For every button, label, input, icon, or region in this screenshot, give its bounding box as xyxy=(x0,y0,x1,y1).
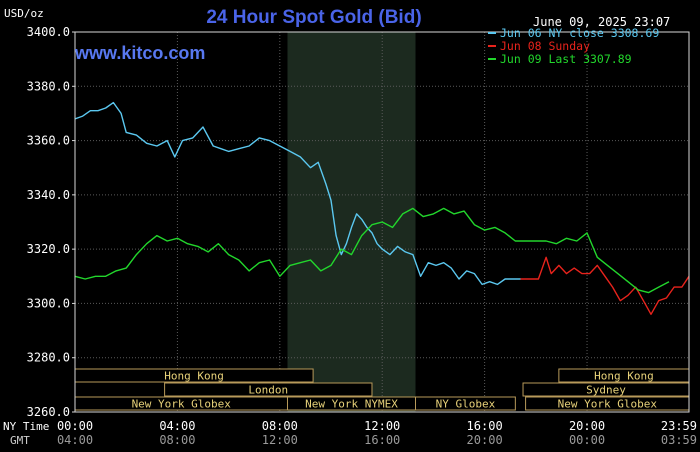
market-label: New York Globex xyxy=(132,398,232,411)
y-tick-label: 3320.0 xyxy=(27,242,70,256)
x-tick-label-gmt: 00:00 xyxy=(569,433,605,447)
y-tick-label: 3360.0 xyxy=(27,134,70,148)
y-axis-ticks: 3400.0 3380.0 3360.0 3340.0 3320.0 3300.0 3280… xyxy=(27,25,75,419)
unit-label: USD/oz xyxy=(4,7,44,20)
x-tick-label-gmt: 12:00 xyxy=(262,433,298,447)
watermark: www.kitco.com xyxy=(74,43,205,63)
market-label: Sydney xyxy=(586,384,626,397)
x-axis-ticks: NY TimeGMT00:0004:0004:0008:0008:0012:00… xyxy=(3,419,697,447)
series-line xyxy=(520,256,690,315)
y-tick-label: 3400.0 xyxy=(27,25,70,39)
x-tick-label-ny: 04:00 xyxy=(159,419,195,433)
x-tick-label-ny: 12:00 xyxy=(364,419,400,433)
plot-frame xyxy=(74,31,690,413)
market-bar xyxy=(164,382,373,397)
x-tick-label-ny: 20:00 xyxy=(569,419,605,433)
x-tick-label-ny: 00:00 xyxy=(57,419,93,433)
legend-entry: Jun 09 Last 3307.89 xyxy=(500,52,632,66)
x-tick-label-ny: 16:00 xyxy=(467,419,503,433)
y-tick-label: 3260.0 xyxy=(27,405,70,419)
market-label: New York Globex xyxy=(558,398,658,411)
series-line xyxy=(74,101,521,286)
y-tick-label: 3280.0 xyxy=(27,351,70,365)
x-tick-label-gmt: 04:00 xyxy=(57,433,93,447)
y-tick-label: 3300.0 xyxy=(27,296,70,310)
legend-entry: Jun 08 Sunday xyxy=(500,39,590,53)
market-label: Hong Kong xyxy=(594,370,654,383)
legend-entry: Jun 06 NY close 3308.69 xyxy=(500,26,659,40)
y-tick-label: 3380.0 xyxy=(27,79,70,93)
nymex-shaded-region xyxy=(287,32,416,412)
series-lines xyxy=(74,101,690,315)
market-label: London xyxy=(248,384,288,397)
market-label: New York NYMEX xyxy=(305,398,398,411)
series-line xyxy=(74,207,670,294)
chart-title: 24 Hour Spot Gold (Bid) xyxy=(206,7,421,28)
market-bar xyxy=(414,396,516,411)
x-tick-label-ny: 08:00 xyxy=(262,419,298,433)
x-tick-label-ny: 23:59 xyxy=(661,419,697,433)
x-tick-label-gmt: 08:00 xyxy=(159,433,195,447)
timestamp: June 09, 2025 23:07 xyxy=(533,15,670,29)
market-label: Hong Kong xyxy=(164,370,224,383)
x-tick-label-gmt: 20:00 xyxy=(467,433,503,447)
x-tick-label-gmt: 03:59 xyxy=(661,433,697,447)
x-label-ny: NY Time xyxy=(3,420,49,433)
x-tick-label-gmt: 16:00 xyxy=(364,433,400,447)
market-label: NY Globex xyxy=(436,398,496,411)
x-label-gmt: GMT xyxy=(10,434,30,447)
y-tick-label: 3340.0 xyxy=(27,188,70,202)
